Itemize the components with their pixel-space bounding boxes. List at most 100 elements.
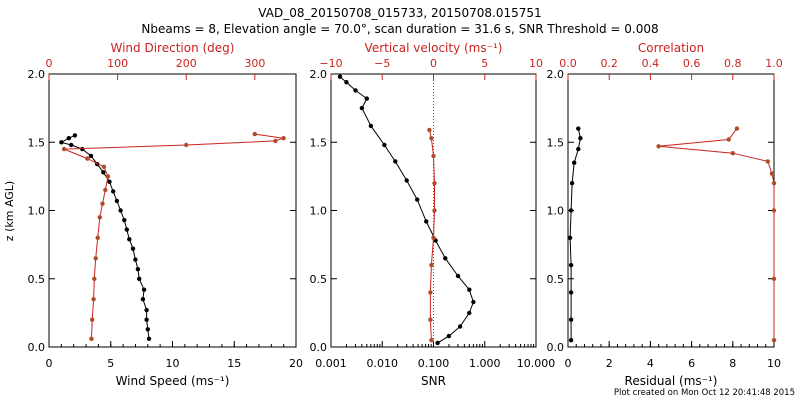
chart-1-top-tick-label: 0	[46, 57, 53, 70]
chart-3-x-tick-label: 0	[565, 357, 572, 370]
chart-1-y-tick-label: 1.5	[28, 136, 46, 149]
chart-2-vertical-velocity-point	[429, 262, 434, 268]
chart-1-wind-speed-point	[118, 208, 123, 213]
chart-1-wind-speed-point	[140, 297, 146, 302]
chart-3-residual-point	[569, 181, 575, 186]
figure-title: VAD_08_20150708_015733, 20150708.015751	[258, 6, 541, 20]
chart-3-frame	[567, 73, 775, 348]
chart-3-bottom-axis-label: Residual (ms⁻¹)	[625, 374, 718, 388]
chart-3-residual-point	[568, 262, 574, 268]
chart-2-snr-point	[455, 273, 461, 279]
chart-1-wind-direction-point	[101, 164, 107, 169]
chart-1-top-tick-label: 100	[107, 57, 128, 70]
chart-2-snr-point	[353, 88, 358, 93]
chart-1-wind-direction-point	[103, 187, 108, 193]
chart-1-y-tick-label: 0.0	[28, 341, 46, 354]
chart-2-vertical-velocity-point	[428, 317, 433, 322]
chart-3-y-tick-label: 0.0	[547, 341, 565, 354]
chart-1-wind-speed-point	[88, 153, 94, 159]
chart-2-snr-point	[443, 256, 448, 261]
chart-1-x-tick-label: 20	[289, 357, 303, 370]
chart-1-wind-speed-point	[127, 237, 132, 242]
chart-1-wind-direction-point	[100, 201, 105, 206]
chart-2-snr-point	[382, 142, 387, 148]
chart-3-residual-point	[568, 208, 574, 213]
chart-1-top-axis-label: Wind Direction (deg)	[111, 41, 235, 55]
chart-3-top-tick-label: 1.0	[765, 57, 783, 70]
chart-2-top-axis-label: Vertical velocity (ms⁻¹)	[365, 41, 503, 55]
chart-2-top-tick-label: 5	[481, 57, 488, 70]
chart-3-top-tick-label: 0.2	[600, 57, 618, 70]
chart-2-snr-point	[467, 287, 472, 292]
chart-2-x-tick-label: 0.010	[367, 357, 399, 370]
chart-3-y-tick-label: 1.5	[547, 136, 565, 149]
figure-subtitle: Nbeams = 8, Elevation angle = 70.0°, sca…	[141, 22, 658, 36]
chart-1-wind-speed-point	[59, 140, 64, 145]
chart-1-wind-speed-point	[80, 146, 85, 152]
chart-1-wind-direction-point	[95, 235, 100, 240]
chart-1-wind-speed-point	[69, 142, 74, 148]
chart-1-wind-direction-point	[90, 317, 95, 322]
chart-3-y-tick-label: 1.0	[547, 205, 565, 218]
chart-3-residual-point	[578, 136, 583, 141]
chart-3-correlation-point	[734, 126, 740, 131]
chart-1-wind-speed-point	[72, 133, 78, 138]
chart-1-wind-direction-point	[273, 138, 278, 144]
chart-2-x-tick-label: 1.000	[469, 357, 501, 370]
chart-2-top-tick-label: −5	[374, 57, 390, 70]
chart-1-wind-speed-point	[130, 246, 136, 251]
chart-3-correlation-point	[726, 137, 731, 142]
chart-3-residual-point	[568, 290, 574, 295]
chart-2-x-tick-label: 0.100	[418, 357, 450, 370]
chart-2-snr-point	[393, 159, 398, 164]
chart-1-wind-direction-point	[61, 146, 67, 152]
chart-1-wind-speed-point	[135, 267, 141, 272]
chart-1-wind-speed-point	[111, 189, 116, 194]
chart-1-x-tick-label: 0	[46, 357, 53, 370]
chart-3-correlation-point	[771, 181, 777, 186]
chart-1-wind-direction-point	[105, 174, 111, 179]
chart-1-wind-speed-point	[107, 179, 112, 184]
chart-1-top-tick-label: 200	[176, 57, 197, 70]
chart-1-wind-direction-point	[184, 142, 189, 148]
chart-2-vertical-velocity-point	[432, 181, 437, 186]
chart-1-y-tick-label: 2.0	[28, 68, 46, 81]
chart-3-correlation-point	[771, 338, 777, 343]
plot-created-footer: Plot created on Mon Oct 12 20:41:48 2015	[614, 388, 795, 398]
chart-1-wind-speed-point	[145, 327, 150, 332]
chart-2-vertical-velocity-point	[429, 338, 434, 343]
chart-3-residual-point	[572, 160, 577, 165]
chart-3-top-tick-label: 0.0	[559, 57, 577, 70]
chart-2-snr-point	[404, 178, 409, 183]
chart-1-wind-speed-point	[137, 276, 142, 281]
chart-3-correlation-point	[656, 144, 661, 149]
chart-2-snr-point	[337, 74, 343, 79]
chart-3-x-tick-label: 4	[647, 357, 654, 370]
chart-2-vertical-velocity-point	[431, 153, 436, 159]
chart-3-correlation-point	[769, 171, 775, 176]
chart-2-vertical-velocity-point	[431, 235, 436, 240]
chart-2-snr-point	[359, 105, 365, 111]
chart-2-snr-point	[364, 96, 369, 101]
chart-2-top-tick-label: 10	[529, 57, 543, 70]
chart-3-y-tick-label: 0.5	[547, 273, 565, 286]
chart-3-residual-point	[576, 146, 581, 152]
chart-1-wind-speed-point	[114, 198, 120, 204]
chart-2-y-tick-label: 0.5	[310, 273, 328, 286]
chart-1-wind-direction-point	[85, 156, 90, 161]
chart-2-snr-line	[339, 76, 474, 344]
chart-1-wind-direction-point	[93, 256, 98, 261]
chart-1-y-tick-label: 1.0	[28, 205, 46, 218]
chart-2-snr-point	[435, 340, 440, 346]
chart-1-wind-direction-point	[92, 276, 97, 281]
y-axis-label: z (km AGL)	[3, 181, 16, 241]
chart-1-wind-direction-point	[89, 336, 94, 341]
chart-1-wind-speed-point	[66, 136, 72, 141]
chart-3-x-tick-label: 10	[767, 357, 781, 370]
chart-1-wind-speed-point	[144, 307, 149, 313]
chart-2-snr-point	[424, 219, 429, 224]
chart-2-top-tick-label: −10	[319, 57, 342, 70]
chart-1-x-tick-label: 15	[227, 357, 241, 370]
chart-1-x-tick-label: 10	[166, 357, 180, 370]
chart-3-correlation-point	[765, 159, 770, 164]
